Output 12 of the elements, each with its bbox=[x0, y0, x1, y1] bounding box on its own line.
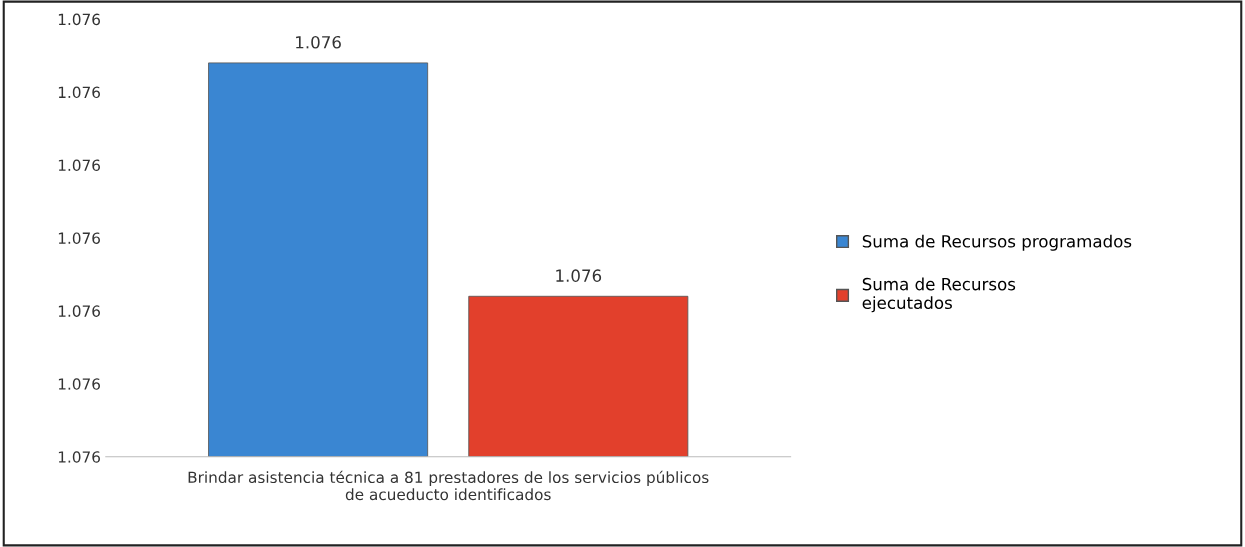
x-tick-label: Brindar asistencia técnica a 81 prestadores de los servicios públicos de acueducto identificados bbox=[188, 470, 709, 501]
y-tick-label: 1.076 bbox=[58, 305, 100, 317]
y-tick-label: 1.076 bbox=[58, 451, 100, 463]
data-label: 1.076 bbox=[296, 35, 341, 49]
data-label: 1.076 bbox=[556, 269, 602, 282]
y-tick-label: 1.076 bbox=[58, 378, 100, 390]
y-tick-label: 1.076 bbox=[58, 13, 100, 26]
y-tick-label: 1.076 bbox=[58, 86, 100, 99]
legend-label: Suma de Recursos programados bbox=[862, 234, 1132, 251]
y-tick-label: 1.076 bbox=[58, 159, 100, 172]
legend-label: Suma de Recursos ejecutados bbox=[862, 277, 1016, 313]
y-tick-label: 1.076 bbox=[58, 232, 100, 244]
